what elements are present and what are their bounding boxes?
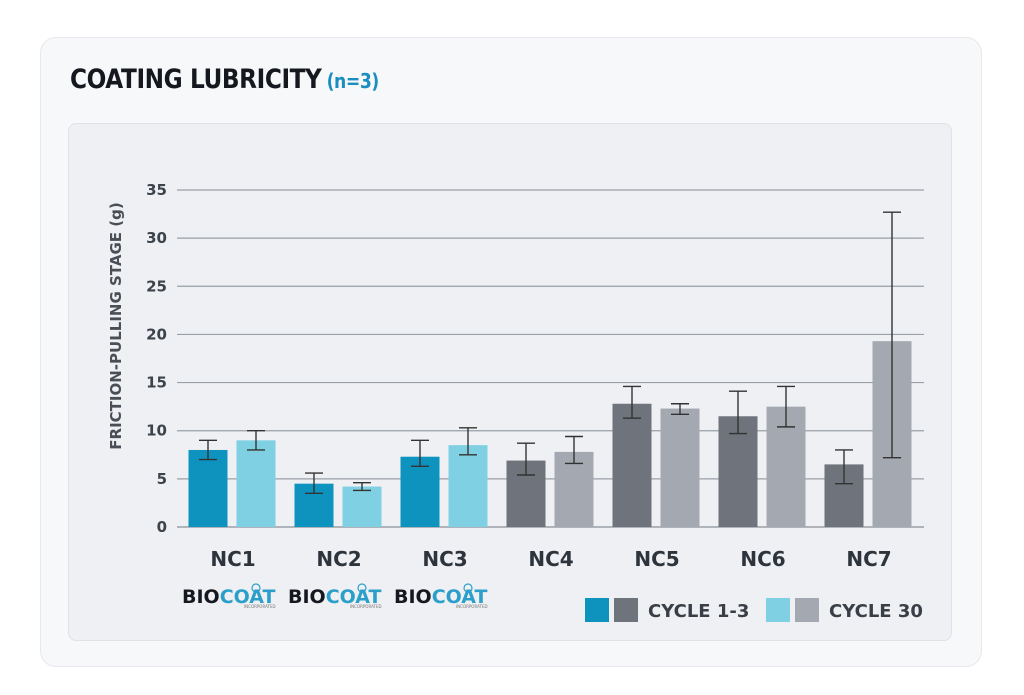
bar-nc3-cycle-1-3 [400,456,440,527]
logo-swirl [251,583,261,593]
legend-swatch-coated-cycle-30 [766,598,790,622]
biocoat-logo-subtext: INCORPORATED [456,604,488,609]
legend-label-cycle-1-3: CYCLE 1-3 [648,601,749,622]
bar-nc2-cycle-30 [342,486,382,527]
bar-nc1-cycle-1-3 [188,449,228,527]
x-category-label: NC5 [634,547,679,571]
y-tick-label: 5 [157,470,167,488]
bar-nc4-cycle-30 [554,451,594,527]
chart-title: COATING LUBRICITY (n=3) [70,64,379,95]
legend-label-cycle-30: CYCLE 30 [829,601,923,622]
y-tick-label: 15 [146,374,167,392]
bar-nc6-cycle-1-3 [718,416,758,527]
bar-nc5-cycle-30 [660,408,700,527]
legend-swatch-uncoated-cycle-30 [795,598,819,622]
x-category-label: NC6 [740,547,785,571]
legend-swatch-coated-cycle-1-3 [585,598,609,622]
logo-swirl [357,583,367,593]
legend-swatch-uncoated-cycle-1-3 [614,598,638,622]
x-category-label: NC4 [528,547,573,571]
x-category-label: NC3 [422,547,467,571]
biocoat-logo: BIOCOAT [288,586,382,608]
logo-swirl [463,583,473,593]
bar-nc1-cycle-30 [236,440,276,527]
biocoat-logo-subtext: INCORPORATED [350,604,382,609]
sample-size-label: (n=3) [326,69,380,93]
bar-nc5-cycle-1-3 [612,403,652,527]
y-tick-label: 0 [157,518,167,536]
x-category-label: NC2 [316,547,361,571]
y-axis-title: FRICTION-PULLING STAGE (g) [107,202,125,449]
y-tick-label: 30 [146,229,167,247]
x-category-label: NC1 [210,547,255,571]
y-tick-label: 10 [146,422,167,440]
y-tick-label: 25 [146,277,167,295]
y-tick-label: 35 [146,181,167,199]
biocoat-logo-subtext: INCORPORATED [244,604,276,609]
biocoat-logo: BIOCOAT [394,586,488,608]
y-tick-label: 20 [146,325,167,343]
x-category-label: NC7 [846,547,891,571]
bar-nc3-cycle-30 [448,445,488,527]
chart-title-text: COATING LUBRICITY [70,64,322,95]
biocoat-logo: BIOCOAT [182,586,276,608]
